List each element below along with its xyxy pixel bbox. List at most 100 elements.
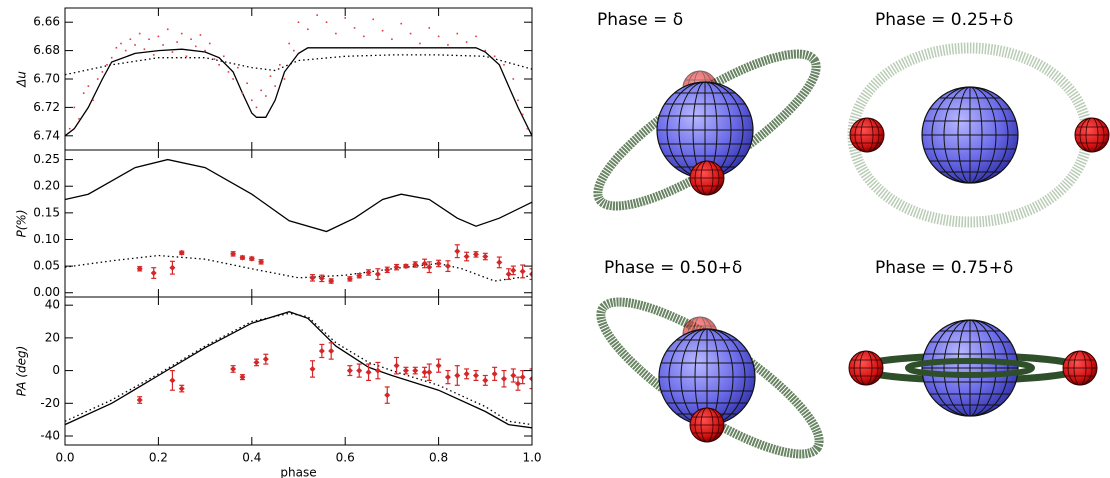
y-tick-label: 0.25 — [33, 152, 60, 166]
data-point — [68, 127, 71, 130]
data-point — [421, 369, 428, 376]
data-point — [475, 35, 477, 38]
data-point — [402, 263, 409, 270]
y-axis-label: PA (deg) — [15, 346, 29, 397]
illustration-3 — [596, 297, 824, 459]
data-point — [260, 89, 262, 92]
y-tick-label: 0.00 — [33, 285, 60, 299]
data-point — [365, 369, 372, 376]
data-point — [505, 271, 512, 278]
data-point — [435, 260, 442, 267]
y-tick-label: -20 — [40, 396, 60, 410]
data-point — [136, 397, 143, 404]
data-point — [400, 22, 403, 25]
data-point — [148, 38, 150, 41]
data-point — [472, 372, 479, 379]
data-point — [190, 38, 192, 41]
data-point — [199, 34, 202, 36]
data-point — [157, 35, 160, 38]
data-point — [512, 78, 515, 80]
data-point — [110, 56, 113, 59]
data-point — [484, 49, 487, 52]
data-point — [239, 254, 246, 261]
data-point — [447, 44, 449, 46]
data-point — [510, 267, 517, 274]
y-tick-label: 20 — [45, 330, 60, 344]
data-point — [265, 95, 267, 97]
model-line — [65, 311, 532, 429]
data-point — [236, 66, 239, 69]
data-point — [73, 106, 76, 109]
y-tick-label: 6.74 — [33, 128, 60, 142]
data-point — [318, 347, 325, 354]
data-point — [253, 359, 260, 366]
data-point — [529, 375, 532, 382]
data-point — [204, 49, 206, 52]
data-point — [412, 367, 419, 374]
data-point — [503, 64, 505, 66]
data-point — [227, 71, 230, 73]
y-tick-label: 0 — [52, 363, 60, 377]
data-point — [356, 272, 363, 279]
y-axis-label: Δu — [15, 71, 29, 88]
data-point — [421, 260, 428, 267]
data-point — [251, 99, 253, 102]
y-tick-label: 40 — [45, 298, 60, 312]
plot-area — [65, 311, 532, 429]
illustration-1 — [593, 49, 821, 211]
data-point — [283, 78, 286, 80]
data-point — [374, 271, 381, 278]
data-point — [335, 32, 337, 35]
data-point — [162, 44, 164, 46]
data-point — [279, 64, 281, 66]
model-line — [65, 158, 532, 233]
data-point — [346, 275, 353, 282]
data-point — [482, 377, 489, 384]
data-point — [465, 41, 468, 43]
data-point — [82, 92, 85, 94]
data-point — [500, 375, 507, 382]
data-point — [166, 28, 169, 31]
data-point — [318, 275, 325, 282]
model-line — [65, 47, 532, 137]
data-point — [185, 55, 188, 58]
illustration-4 — [848, 319, 1098, 417]
data-point — [129, 38, 132, 41]
data-point — [307, 28, 309, 31]
data-point — [363, 35, 365, 38]
data-point — [521, 113, 524, 116]
data-point — [138, 32, 141, 35]
data-point — [437, 35, 440, 38]
data-point — [258, 258, 265, 265]
y-tick-label: 0.05 — [33, 259, 60, 273]
data-point — [101, 71, 104, 73]
data-point — [213, 58, 216, 60]
data-point — [115, 46, 118, 49]
data-point — [180, 32, 183, 35]
y-tick-label: 6.72 — [33, 100, 60, 114]
data-point — [510, 372, 517, 379]
data-point — [222, 55, 225, 58]
data-point — [169, 377, 176, 384]
data-point — [78, 117, 80, 120]
data-point — [393, 264, 400, 271]
data-point — [194, 45, 197, 48]
data-point — [472, 251, 479, 258]
y-tick-label: 6.66 — [33, 15, 60, 29]
data-point — [409, 32, 412, 35]
data-point — [391, 38, 393, 41]
y-tick-label: 0.20 — [33, 179, 60, 193]
data-point — [269, 75, 272, 77]
illustration-2 — [847, 42, 1110, 228]
data-point — [169, 264, 176, 271]
data-point — [316, 14, 318, 16]
illustration-label: Phase = δ — [597, 10, 683, 30]
model-line — [65, 254, 532, 282]
data-point — [517, 99, 519, 102]
panel-frame — [64, 296, 533, 446]
plot-area — [65, 14, 532, 137]
illustration-label: Phase = 0.75+δ — [875, 258, 1013, 278]
data-point — [136, 265, 143, 272]
x-tick-label: 1.0 — [522, 451, 541, 465]
